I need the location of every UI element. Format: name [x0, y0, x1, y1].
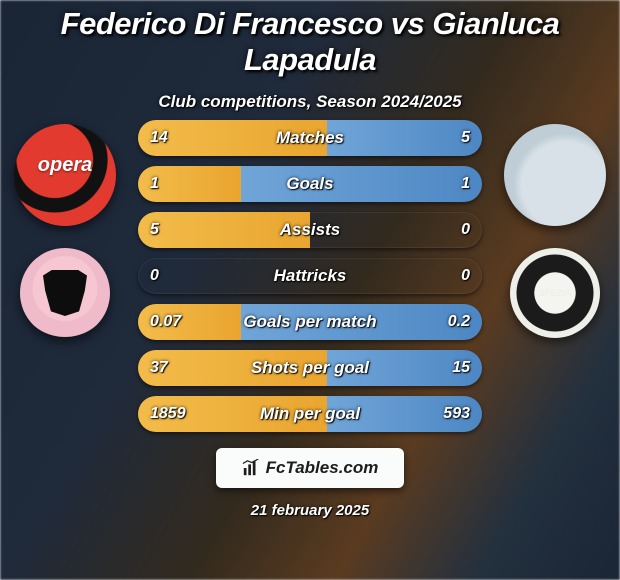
- left-club-crest: [20, 248, 110, 338]
- stat-left-value: 1859: [150, 396, 186, 432]
- right-club-crest: SPEZIA: [510, 248, 600, 338]
- stat-right-value: 0: [461, 212, 470, 248]
- stat-label: Min per goal: [138, 396, 482, 432]
- stat-row: Min per goal1859 593: [138, 396, 482, 432]
- stat-left-value: 0.07: [150, 304, 181, 340]
- stat-row: Matches14 5: [138, 120, 482, 156]
- stat-row: Assists5 0: [138, 212, 482, 248]
- stat-label: Hattricks: [138, 258, 482, 294]
- stat-left-value: 1: [150, 166, 159, 202]
- right-column: SPEZIA: [504, 124, 606, 338]
- page-title: Federico Di Francesco vs Gianluca Lapadu…: [0, 0, 620, 78]
- stat-row: Goals per match0.07 0.2: [138, 304, 482, 340]
- stat-right-value: 1: [461, 166, 470, 202]
- left-player-avatar: [14, 124, 116, 226]
- brand-badge: FcTables.com: [216, 448, 404, 488]
- stat-right-value: 0.2: [448, 304, 470, 340]
- stats-table: Matches145Goals11Assists50Hattricks00Goa…: [138, 120, 482, 442]
- left-column: [14, 124, 116, 338]
- stat-row: Shots per goal37 15: [138, 350, 482, 386]
- stat-label: Matches: [138, 120, 482, 156]
- stat-right-value: 15: [452, 350, 470, 386]
- stat-label: Shots per goal: [138, 350, 482, 386]
- stat-right-value: 5: [461, 120, 470, 156]
- stat-left-value: 14: [150, 120, 168, 156]
- stat-row: Hattricks0 0: [138, 258, 482, 294]
- subtitle: Club competitions, Season 2024/2025: [0, 92, 620, 112]
- stat-left-value: 37: [150, 350, 168, 386]
- stat-label: Assists: [138, 212, 482, 248]
- stat-label: Goals: [138, 166, 482, 202]
- stat-label: Goals per match: [138, 304, 482, 340]
- brand-text: FcTables.com: [266, 458, 379, 478]
- right-player-avatar: [504, 124, 606, 226]
- footer-date: 21 february 2025: [0, 502, 620, 519]
- right-crest-text: SPEZIA: [539, 288, 572, 298]
- stat-left-value: 0: [150, 258, 159, 294]
- stat-row: Goals1 1: [138, 166, 482, 202]
- stat-left-value: 5: [150, 212, 159, 248]
- chart-icon: [242, 459, 260, 477]
- stat-right-value: 593: [443, 396, 470, 432]
- stat-right-value: 0: [461, 258, 470, 294]
